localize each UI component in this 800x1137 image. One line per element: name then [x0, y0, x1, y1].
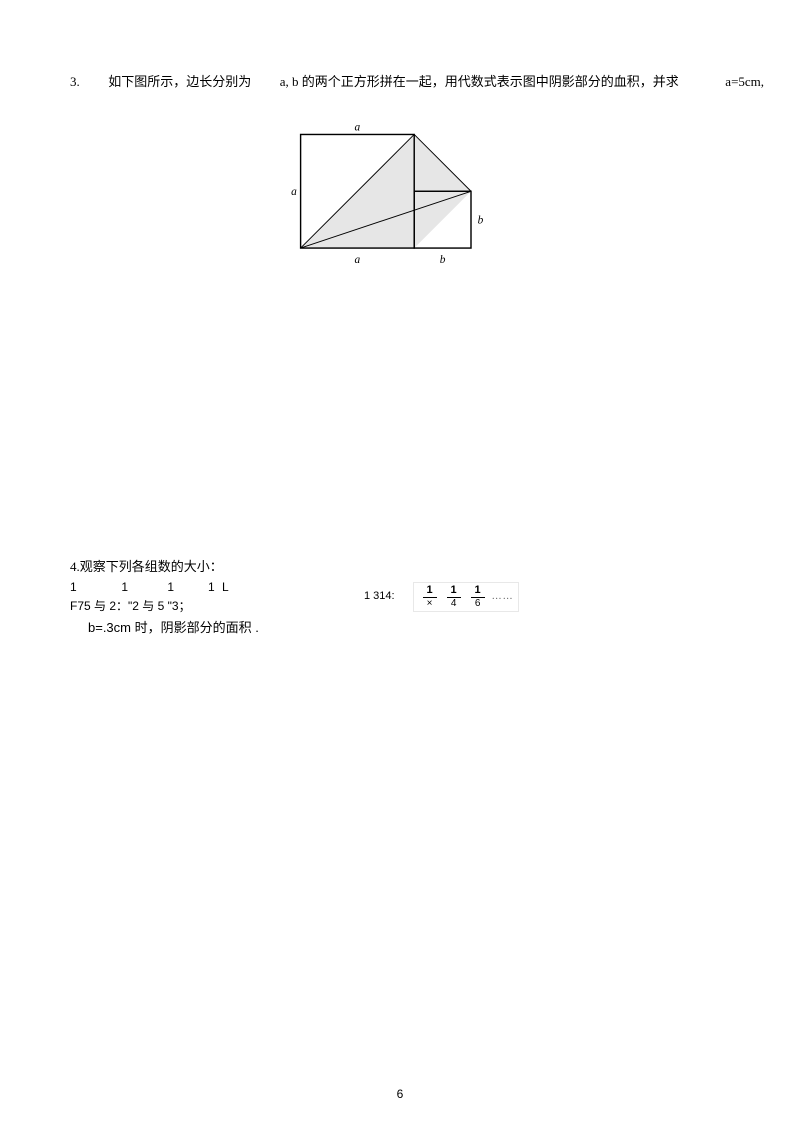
- q4-mid-label: 1 314:: [364, 588, 395, 606]
- q4-left-col: 1 1 1 1 L F75 与 2："2 与 5 "3；: [70, 578, 290, 616]
- q4-title: 4.观察下列各组数的大小：: [70, 557, 730, 578]
- q4-row: 1 1 1 1 L F75 与 2："2 与 5 "3； 1 314: 1 × …: [70, 578, 730, 616]
- geometry-diagram: a a a b b: [285, 125, 515, 267]
- page-number: 6: [0, 1087, 800, 1101]
- q4-extra-line: b=.3cm 时，阴影部分的面积 .: [70, 618, 730, 639]
- page: 3. 如下图所示，边长分别为 a, b 的两个正方形拼在一起，用代数式表示图中阴…: [0, 0, 800, 1137]
- question-4-block: 4.观察下列各组数的大小： 1 1 1 1 L F75 与 2："2 与 5 "…: [70, 557, 730, 639]
- label-bottom-b: b: [440, 254, 446, 266]
- q4-numbers: 1 1 1 1 L: [70, 578, 290, 597]
- label-right-b: b: [478, 214, 484, 226]
- fraction-1: 1 ×: [423, 585, 437, 609]
- q3-part-a: 如下图所示，边长分别为: [108, 74, 251, 89]
- fraction-dots: ……: [492, 589, 514, 605]
- fraction-3: 1 6: [471, 585, 485, 609]
- q3-part-c: a=5cm,: [725, 74, 764, 89]
- q4-line-left: F75 与 2："2 与 5 "3；: [70, 597, 290, 616]
- fraction-2: 1 4: [447, 585, 461, 609]
- label-top-a: a: [355, 125, 361, 134]
- question-3-text: 3. 如下图所示，边长分别为 a, b 的两个正方形拼在一起，用代数式表示图中阴…: [70, 72, 730, 93]
- q3-part-b: a, b 的两个正方形拼在一起，用代数式表示图中阴影部分的血积，并求: [280, 74, 679, 89]
- q3-prefix: 3.: [70, 74, 80, 89]
- diagram-container: a a a b b: [70, 125, 730, 267]
- label-bottom-a: a: [355, 254, 361, 266]
- fractions-box: 1 × 1 4 1 6 ……: [413, 582, 519, 612]
- label-left-a: a: [291, 186, 297, 198]
